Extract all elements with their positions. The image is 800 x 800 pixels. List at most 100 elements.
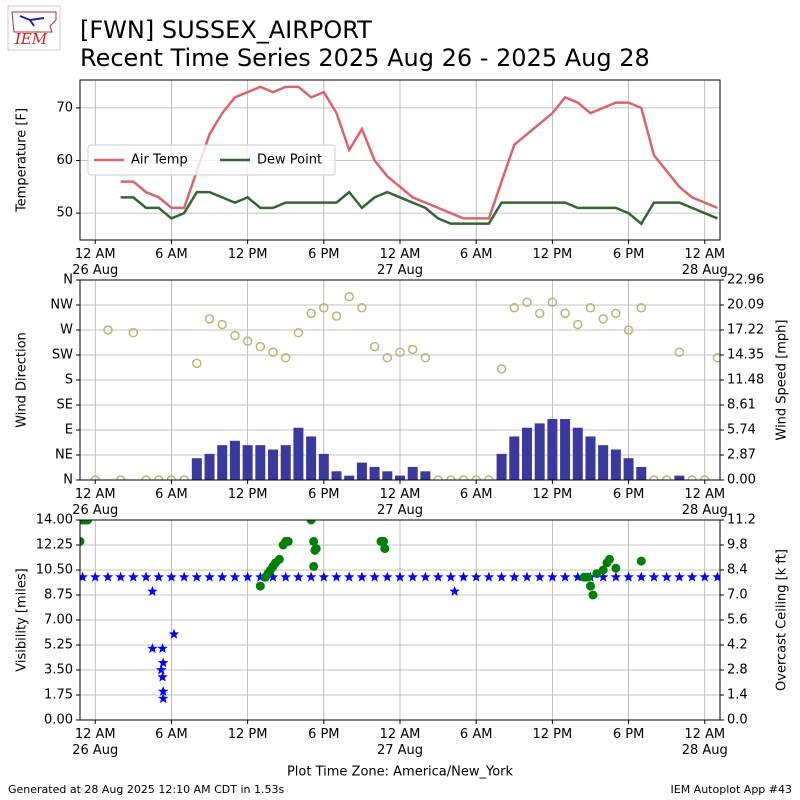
x-tick-label: 6 PM [613,487,644,502]
point [394,571,406,582]
point [573,319,583,330]
point [319,303,329,313]
y-tick-label: 0.00 [44,713,73,728]
bar [407,466,418,480]
y2-tick-label: 5.74 [727,423,756,438]
point [128,328,139,338]
bar [598,445,609,480]
point [432,571,444,582]
bar [610,449,621,480]
y-tick-label: 12.25 [36,538,73,553]
point [331,571,342,582]
x-tick-label: 6 AM [155,247,188,262]
series-line [120,85,718,220]
y-tick-label: 50 [56,206,73,221]
point [583,572,593,582]
x-tick-label: 12 AM 28 Aug [682,727,728,758]
point [610,571,622,582]
bar [674,475,685,480]
point [311,544,321,554]
legend-label: Dew Point [257,153,322,168]
point [380,544,390,554]
x-tick-label: 6 AM [155,487,188,502]
point [449,585,460,596]
point [230,330,240,341]
y2-tick-label: 1.4 [727,688,748,703]
y-tick-label: 10.50 [36,563,73,578]
bar [293,427,304,480]
x-tick-label: 12 AM 28 Aug [682,487,728,518]
footer-right: IEM Autoplot App #43 [671,783,793,796]
point [280,571,291,582]
point [157,693,169,703]
bar [331,471,342,480]
point [242,336,253,346]
bar [356,462,367,480]
bar [560,419,571,480]
y-tick-label: 14.00 [36,513,73,528]
bar [306,436,317,480]
point [407,344,418,355]
y-axis-label: Temperature [F] [15,108,30,213]
y-tick-label: 5.25 [44,638,73,653]
point [179,475,189,480]
y-tick-label: SE [57,398,73,413]
x-tick-label: 6 AM [155,727,188,742]
point [267,571,279,582]
point [378,536,388,546]
point [484,475,494,480]
bar [534,423,545,480]
point [204,314,215,324]
bar [420,471,431,480]
point [433,475,443,480]
y2-axis-label: Overcast Ceiling [k ft] [775,549,790,691]
point [178,571,190,582]
x-tick-label: 12 AM 26 Aug [72,727,118,758]
bar [191,458,202,480]
x-tick-label: 6 AM [460,247,493,262]
point [687,475,697,480]
y2-tick-label: 22.96 [727,273,764,288]
y2-tick-label: 14.35 [727,348,764,363]
x-tick-label: 6 PM [308,247,339,262]
point [90,571,101,582]
y2-tick-label: 17.22 [727,323,764,338]
point [458,571,469,582]
data-layer [120,85,718,226]
y2-tick-label: 5.6 [727,613,748,628]
y2-tick-label: 11.2 [727,513,756,528]
bar [521,427,532,480]
y-tick-label: 60 [56,153,73,168]
logo-map [11,11,57,33]
point [700,475,710,480]
bar [382,471,393,480]
point [115,475,126,480]
point [191,571,203,582]
plot-frame [79,279,721,481]
logo: IEM [7,5,61,51]
point [509,303,520,313]
x-axis-label: Plot Time Zone: America/New_York [287,765,514,780]
point [115,571,126,582]
point [471,475,481,480]
y-tick-label: 7.00 [44,613,73,628]
point [147,585,158,596]
x-tick-label: 12 PM [228,727,268,742]
logo-text: IEM [14,30,48,48]
y-tick-label: SW [52,348,73,363]
footer-left: Generated at 28 Aug 2025 12:10 AM CDT in… [8,783,284,796]
point [636,303,647,313]
point [636,571,647,582]
bar [509,436,520,480]
x-tick-label: 12 AM 26 Aug [72,487,118,518]
bar [217,445,228,480]
y2-tick-label: 11.48 [727,373,764,388]
point [598,565,608,575]
point [255,571,266,582]
point [217,319,227,330]
x-tick-label: 6 PM [613,247,644,262]
point [509,571,520,582]
y2-tick-label: 8.4 [727,563,748,578]
x-tick-label: 6 PM [308,727,339,742]
x-tick-label: 6 AM [460,487,493,502]
